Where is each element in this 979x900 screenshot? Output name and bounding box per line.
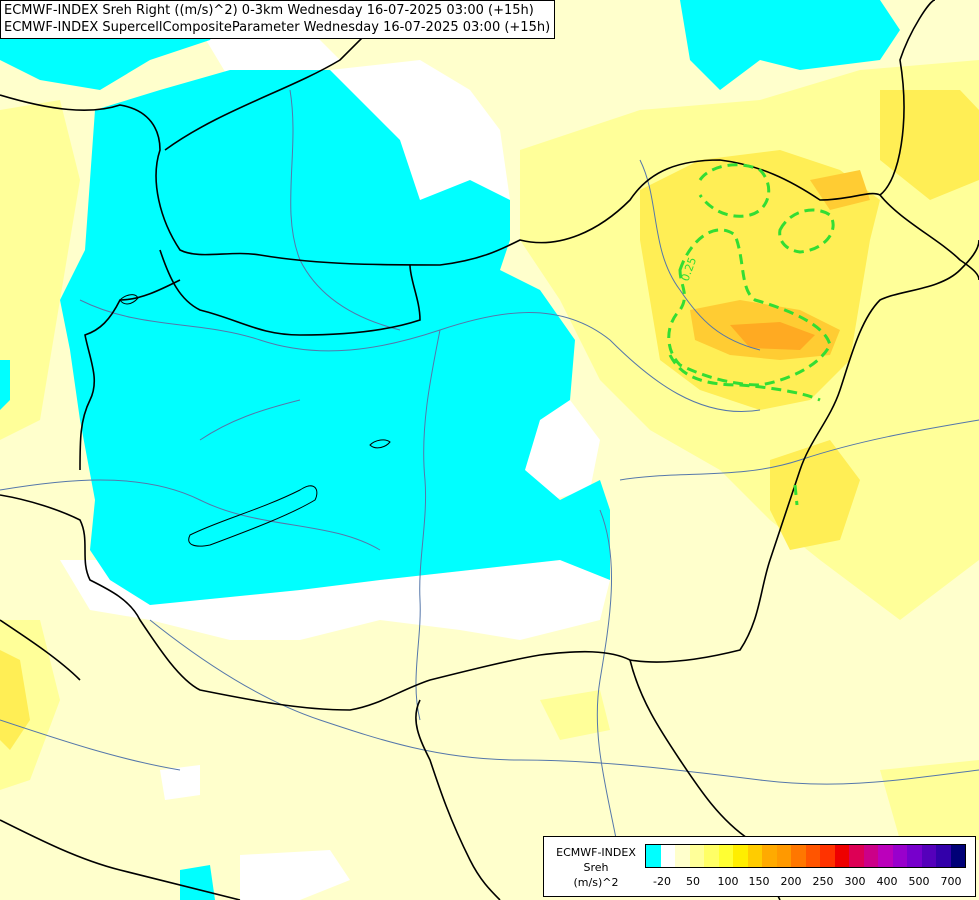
legend-tick: 500 — [908, 875, 930, 888]
legend-swatch — [849, 845, 864, 867]
legend-swatches — [645, 844, 966, 868]
legend-source: ECMWF-INDEX — [556, 846, 636, 859]
legend-tick: 200 — [780, 875, 802, 888]
legend-swatch — [791, 845, 806, 867]
legend-tick: 700 — [940, 875, 962, 888]
legend-swatch — [936, 845, 951, 867]
title-sreh: ECMWF-INDEX Sreh Right ((m/s)^2) 0-3km W… — [4, 3, 534, 18]
legend-swatch — [834, 845, 849, 867]
rivers — [0, 89, 979, 861]
legend-swatch — [762, 845, 777, 867]
sreh-level-4-areas — [730, 322, 815, 350]
color-legend: ECMWF-INDEX Sreh (m/s)^2 -20 50 100 150 200 2… — [543, 836, 976, 897]
legend-swatch — [878, 845, 893, 867]
legend-tick: -20 — [653, 875, 671, 888]
legend-swatch — [689, 845, 704, 867]
legend-swatch — [747, 845, 762, 867]
legend-param: Sreh — [583, 861, 609, 874]
legend-swatch — [907, 845, 922, 867]
legend-tick: 150 — [748, 875, 770, 888]
legend-swatch — [704, 845, 719, 867]
legend-tick: 100 — [717, 875, 739, 888]
legend-tick: 300 — [844, 875, 866, 888]
legend-swatch — [675, 845, 690, 867]
legend-swatch — [805, 845, 820, 867]
title-scp: ECMWF-INDEX SupercellCompositeParameter … — [4, 20, 551, 35]
legend-swatch — [776, 845, 791, 867]
legend-swatch — [660, 845, 675, 867]
legend-swatch — [733, 845, 748, 867]
lakes — [119, 294, 391, 547]
legend-unit: (m/s)^2 — [573, 876, 619, 889]
legend-swatch — [892, 845, 907, 867]
scp-contours — [667, 163, 835, 506]
legend-tick: 400 — [876, 875, 898, 888]
legend-tick: 250 — [812, 875, 834, 888]
legend-swatch — [863, 845, 878, 867]
map-title-box: ECMWF-INDEX Sreh Right ((m/s)^2) 0-3km W… — [0, 0, 556, 39]
legend-tick: 50 — [686, 875, 700, 888]
legend-swatch — [820, 845, 835, 867]
legend-swatch — [718, 845, 733, 867]
legend-swatch — [950, 845, 965, 867]
legend-swatch — [921, 845, 936, 867]
legend-swatch — [646, 845, 661, 867]
legend-ticks: -20 50 100 150 200 250 300 400 500 700 — [644, 875, 974, 891]
